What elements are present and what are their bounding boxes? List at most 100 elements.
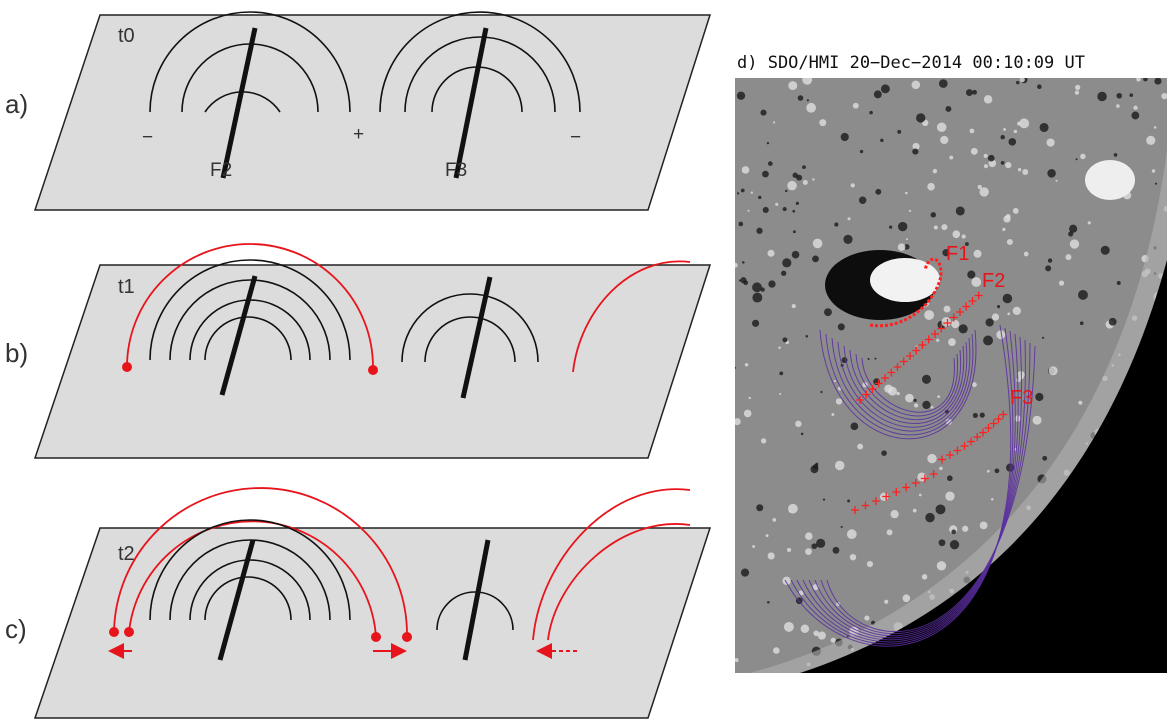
texture xyxy=(1146,135,1156,145)
texture xyxy=(779,371,784,376)
texture xyxy=(936,561,947,571)
texture xyxy=(886,529,893,536)
texture xyxy=(760,109,767,116)
texture xyxy=(788,81,798,91)
texture xyxy=(1041,336,1045,339)
texture xyxy=(1058,280,1065,286)
off-limb xyxy=(800,260,1167,673)
field-loop xyxy=(861,357,955,413)
field-loop xyxy=(825,333,974,436)
texture xyxy=(782,258,792,268)
texture xyxy=(1042,455,1048,461)
texture xyxy=(756,504,764,512)
time-label: t0 xyxy=(118,25,135,47)
texture xyxy=(897,221,908,232)
texture xyxy=(772,518,777,522)
filament-f1 xyxy=(869,257,943,328)
texture xyxy=(1002,293,1013,304)
texture xyxy=(990,498,994,501)
texture xyxy=(1012,208,1019,214)
field-loop xyxy=(855,353,958,417)
texture xyxy=(927,182,935,191)
filament-cross xyxy=(989,419,998,428)
texture xyxy=(962,525,969,532)
texture xyxy=(965,89,973,97)
texture xyxy=(938,79,948,88)
texture xyxy=(917,472,927,482)
texture xyxy=(822,498,826,501)
filament-cross xyxy=(956,308,964,316)
texture xyxy=(971,277,982,287)
texture xyxy=(738,221,744,227)
texture xyxy=(791,304,796,309)
texture xyxy=(782,206,787,212)
field-loop xyxy=(784,324,1012,647)
panel-b: b) t1 xyxy=(5,243,712,459)
filament-cross xyxy=(918,341,927,349)
texture xyxy=(958,324,968,334)
texture xyxy=(972,89,977,95)
texture xyxy=(979,521,988,530)
texture xyxy=(752,545,756,548)
texture xyxy=(773,121,776,124)
polarity: − xyxy=(570,127,581,148)
texture xyxy=(830,637,836,643)
texture xyxy=(994,468,1000,474)
texture xyxy=(1047,258,1053,263)
texture xyxy=(1048,366,1058,376)
filament-cross xyxy=(851,506,859,514)
texture xyxy=(881,450,887,456)
texture xyxy=(773,647,780,654)
texture xyxy=(1015,80,1020,85)
texture xyxy=(832,546,840,554)
texture xyxy=(744,362,749,367)
texture xyxy=(834,222,839,227)
texture xyxy=(869,110,873,115)
filament-cross xyxy=(945,451,954,459)
texture xyxy=(1151,169,1156,173)
texture xyxy=(740,188,745,193)
filament-cross xyxy=(949,313,958,322)
texture xyxy=(970,147,978,155)
texture xyxy=(852,102,859,109)
texture xyxy=(758,195,762,200)
field-loop xyxy=(802,333,1019,641)
texture xyxy=(1000,134,1005,140)
texture xyxy=(922,400,931,410)
texture xyxy=(1075,158,1078,161)
filament-cross xyxy=(882,492,891,501)
texture xyxy=(833,380,836,383)
texture xyxy=(1078,400,1083,405)
field-loop xyxy=(849,349,962,421)
texture xyxy=(941,224,948,231)
filament-cross xyxy=(938,455,947,464)
texture xyxy=(973,249,982,258)
filament-cross xyxy=(912,346,921,355)
texture xyxy=(820,390,823,394)
texture xyxy=(756,227,763,234)
texture xyxy=(800,624,810,633)
texture xyxy=(1100,245,1110,255)
magnetogram xyxy=(735,78,1167,673)
filament-cross xyxy=(871,497,880,505)
texture xyxy=(887,386,897,396)
texture xyxy=(1002,227,1006,232)
texture xyxy=(864,615,870,621)
texture xyxy=(1017,168,1022,172)
filament-cross xyxy=(953,446,962,455)
texture xyxy=(735,262,738,268)
texture xyxy=(766,141,770,145)
texture xyxy=(736,91,746,100)
texture xyxy=(1006,238,1013,245)
field-loop xyxy=(796,330,1016,643)
panel-label: a) xyxy=(5,89,28,119)
texture xyxy=(735,418,741,426)
texture xyxy=(816,538,826,548)
texture xyxy=(987,154,995,162)
filament-cross xyxy=(920,474,929,483)
texture xyxy=(867,357,870,360)
filament-cross xyxy=(931,330,939,338)
texture xyxy=(834,460,845,471)
texture xyxy=(859,149,864,154)
texture xyxy=(979,412,985,418)
